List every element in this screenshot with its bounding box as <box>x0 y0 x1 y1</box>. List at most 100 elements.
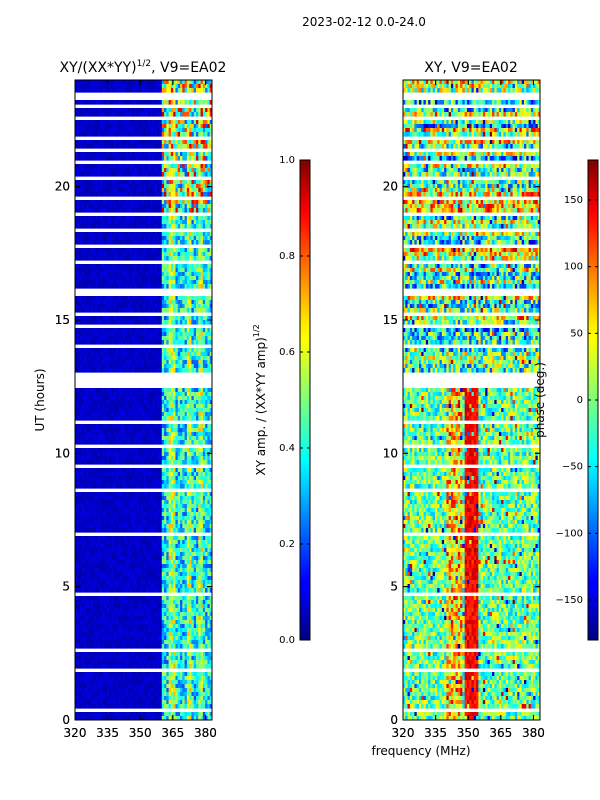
left-heatmap-cell <box>97 500 101 505</box>
left-heatmap-cell <box>77 472 81 477</box>
left-heatmap-cell <box>125 164 129 169</box>
left-heatmap-cell <box>168 456 172 461</box>
left-heatmap-cell <box>152 144 156 149</box>
left-heatmap-cell <box>81 164 85 169</box>
left-heatmap-cell <box>104 416 108 421</box>
left-heatmap-cell <box>75 256 78 261</box>
left-heatmap-cell <box>177 356 181 361</box>
left-heatmap-cell <box>189 296 193 301</box>
left-heatmap-cell <box>196 276 199 281</box>
left-heatmap-cell <box>177 496 181 501</box>
left-heatmap-cell <box>150 476 154 481</box>
left-heatmap-cell <box>127 412 131 417</box>
left-heatmap-cell <box>202 224 206 229</box>
left-heatmap-cell <box>97 152 101 157</box>
left-heatmap-cell <box>102 392 106 397</box>
left-heatmap-cell <box>186 496 190 501</box>
left-heatmap-cell <box>198 472 202 477</box>
left-heatmap-cell <box>182 80 186 85</box>
left-heatmap-cell <box>200 84 204 89</box>
left-heatmap-cell <box>138 320 142 325</box>
left-heatmap-cell <box>86 200 90 205</box>
left-heatmap-cell <box>148 180 151 185</box>
left-heatmap-cell <box>77 352 81 357</box>
left-heatmap-cell <box>116 368 119 373</box>
left-heatmap-cell <box>81 476 85 481</box>
left-heatmap-cell <box>164 360 167 365</box>
left-heatmap-cell <box>84 388 88 393</box>
left-heatmap-cell <box>75 248 78 253</box>
left-heatmap-cell <box>175 284 179 289</box>
left-heatmap-cell <box>159 424 163 429</box>
left-heatmap-cell <box>173 340 177 345</box>
left-heatmap-cell <box>132 412 135 417</box>
left-heatmap-cell <box>152 240 156 245</box>
left-heatmap-cell <box>125 356 129 361</box>
left-heatmap-cell <box>88 152 92 157</box>
left-heatmap-cell <box>111 300 115 305</box>
left-heatmap-cell <box>136 348 140 353</box>
left-heatmap-cell <box>81 440 85 445</box>
left-heatmap-cell <box>134 200 138 205</box>
left-heatmap-cell <box>143 216 147 221</box>
left-heatmap-cell <box>168 428 172 433</box>
left-heatmap-cell <box>209 248 212 253</box>
left-heatmap-cell <box>116 340 119 345</box>
left-heatmap-cell <box>161 84 165 89</box>
left-heatmap-cell <box>145 128 149 133</box>
left-heatmap-cell <box>141 328 145 333</box>
left-heatmap-cell <box>111 396 115 401</box>
left-heatmap-cell <box>116 412 119 417</box>
left-heatmap-cell <box>143 368 147 373</box>
left-heatmap-cell <box>170 220 174 225</box>
left-heatmap-cell <box>84 412 88 417</box>
left-heatmap-cell <box>196 364 199 369</box>
left-heatmap-cell <box>143 340 147 345</box>
left-heatmap-cell <box>111 248 115 253</box>
left-heatmap-cell <box>205 484 209 489</box>
left-heatmap-cell <box>170 280 174 285</box>
left-heatmap-cell <box>111 328 115 333</box>
left-heatmap-cell <box>127 168 131 173</box>
left-heatmap-cell <box>95 264 99 269</box>
left-heatmap-cell <box>86 164 90 169</box>
left-heatmap-cell <box>141 236 145 241</box>
left-heatmap-cell <box>200 184 204 189</box>
left-heatmap-cell <box>84 472 88 477</box>
left-heatmap-cell <box>122 220 126 225</box>
left-heatmap-cell <box>182 348 186 353</box>
left-heatmap-cell <box>166 476 170 481</box>
left-heatmap-cell <box>136 300 140 305</box>
left-heatmap-cell <box>138 236 142 241</box>
left-heatmap-cell <box>134 304 138 309</box>
left-heatmap-cell <box>134 180 138 185</box>
left-heatmap-cell <box>198 428 202 433</box>
left-heatmap-cell <box>157 156 161 161</box>
left-heatmap-cell <box>102 272 106 277</box>
left-heatmap-cell <box>193 252 197 257</box>
left-heatmap-cell <box>136 236 140 241</box>
left-heatmap-cell <box>77 172 81 177</box>
left-heatmap-cell <box>202 108 206 113</box>
left-heatmap-cell <box>193 468 197 473</box>
left-heatmap-cell <box>170 476 174 481</box>
left-heatmap-cell <box>102 504 106 509</box>
left-heatmap-cell <box>122 84 126 89</box>
left-heatmap-cell <box>136 452 140 457</box>
left-heatmap-cell <box>141 208 145 213</box>
left-heatmap-cell <box>173 224 177 229</box>
left-heatmap-cell <box>148 236 151 241</box>
left-heatmap-cell <box>132 164 135 169</box>
left-heatmap-cell <box>148 204 151 209</box>
left-heatmap-cell <box>90 500 94 505</box>
left-heatmap-cell <box>177 152 181 157</box>
left-heatmap-cell <box>143 304 147 309</box>
left-heatmap-cell <box>127 88 131 93</box>
left-heatmap-cell <box>77 424 81 429</box>
left-heatmap-cell <box>182 220 186 225</box>
left-heatmap-cell <box>184 268 188 273</box>
left-heatmap-cell <box>168 504 172 509</box>
left-heatmap-cell <box>154 504 158 509</box>
left-heatmap-cell <box>132 352 135 357</box>
left-heatmap-cell <box>170 340 174 345</box>
